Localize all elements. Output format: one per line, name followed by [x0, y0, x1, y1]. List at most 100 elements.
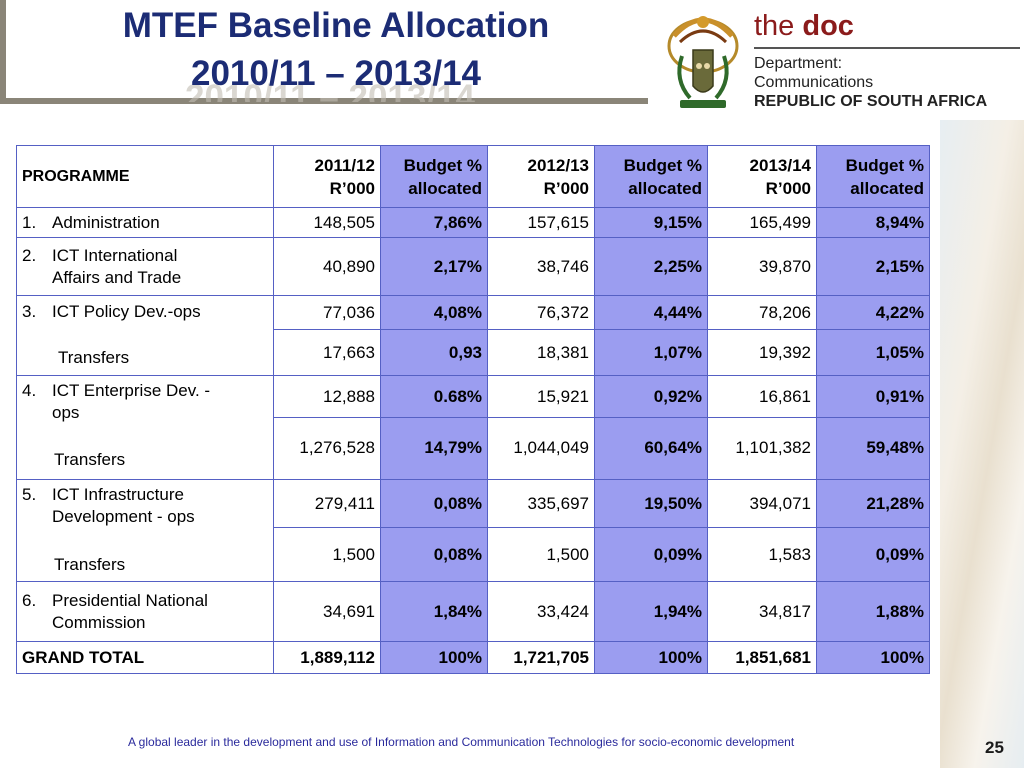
table-row: 1. Administration 148,505 7,86% 157,615 9…	[16, 207, 930, 238]
value-cell: 34,817	[707, 581, 817, 642]
pct-cell: 0,92%	[594, 375, 708, 418]
department-label: Department:	[754, 55, 843, 72]
header-unit-label: R’000	[329, 178, 375, 198]
value-cell: 335,697	[487, 479, 595, 528]
programme-number: 4.	[22, 381, 37, 400]
programme-label-line2: Commission	[52, 612, 146, 632]
header-year-label: 2011/12	[314, 155, 375, 175]
header-pct-sub: allocated	[628, 178, 702, 198]
slide-subtitle: 2010/11 – 2013/14	[190, 54, 481, 93]
transfers-label: Transfers	[54, 450, 126, 469]
pct-cell: 0,08%	[380, 479, 488, 528]
pct-cell: 9,15%	[594, 207, 708, 238]
value-cell: 39,870	[707, 237, 817, 296]
pct-cell: 0.68%	[380, 375, 488, 418]
header-unit-label: R’000	[765, 178, 811, 198]
department-name: Communications	[754, 74, 874, 91]
value-cell: 148,505	[273, 207, 381, 238]
transfer-value-cell: 1,044,049	[487, 417, 595, 480]
total-value-cell: 1,721,705	[487, 641, 595, 674]
programme-label-line2: Development - ops	[52, 507, 195, 526]
programme-label-line1: ICT Infrastructure	[52, 485, 184, 504]
programme-label: ICT Policy Dev.-ops	[52, 302, 201, 321]
value-cell: 12,888	[273, 375, 381, 418]
total-pct-cell: 100%	[380, 641, 488, 674]
transfers-label: Transfers	[54, 555, 126, 574]
total-value-cell: 1,851,681	[707, 641, 817, 674]
value-cell: 33,424	[487, 581, 595, 642]
transfer-value-cell: 1,500	[487, 527, 595, 582]
page-number: 25	[985, 738, 1004, 757]
pct-cell: 1,84%	[380, 581, 488, 642]
programme-cell: 1. Administration	[16, 207, 274, 238]
pct-cell: 19,50%	[594, 479, 708, 528]
header-pct-label: Budget %	[403, 155, 482, 175]
pct-cell: 2,15%	[816, 237, 930, 296]
transfer-value-cell: 19,392	[707, 329, 817, 376]
header-pct-label: Budget %	[845, 155, 924, 175]
transfer-value-cell: 1,500	[273, 527, 381, 582]
header-2013-14: 2013/14 R’000	[707, 145, 817, 208]
transfer-pct-cell: 60,64%	[594, 417, 708, 480]
header-pct-sub: allocated	[850, 178, 924, 198]
header-2012-13: 2012/13 R’000	[487, 145, 595, 208]
pct-cell: 0,91%	[816, 375, 930, 418]
programme-label: ICT International Affairs and Trade	[52, 245, 268, 289]
doc-logo-doc: doc	[802, 10, 854, 42]
transfer-pct-cell: 0,09%	[594, 527, 708, 582]
value-cell: 40,890	[273, 237, 381, 296]
pct-cell: 7,86%	[380, 207, 488, 238]
transfer-pct-cell: 59,48%	[816, 417, 930, 480]
header-year-label: 2013/14	[749, 155, 811, 175]
pct-cell: 1,88%	[816, 581, 930, 642]
table-header-row: PROGRAMME 2011/12 R’000 Budget % allocated…	[16, 145, 930, 208]
programme-cell: 4. ICT Enterprise Dev. - ops Transfers	[16, 375, 274, 480]
doc-logo: the doc	[754, 10, 854, 42]
pct-cell: 4,08%	[380, 295, 488, 330]
programme-number: 1.	[22, 212, 37, 232]
transfer-value-cell: 18,381	[487, 329, 595, 376]
programme-number: 6.	[22, 590, 37, 610]
brand-divider	[754, 47, 1020, 49]
transfer-pct-cell: 0,08%	[380, 527, 488, 582]
total-pct-cell: 100%	[816, 641, 930, 674]
pct-cell: 2,25%	[594, 237, 708, 296]
programme-cell: 5. ICT Infrastructure Development - ops Tr…	[16, 479, 274, 582]
programme-cell: 2. ICT International Affairs and Trade	[16, 237, 274, 296]
value-cell: 16,861	[707, 375, 817, 418]
pct-cell: 4,22%	[816, 295, 930, 330]
programme-cell: 6. Presidential National Commission	[16, 581, 274, 642]
programme-number: 2.	[22, 245, 37, 265]
header-unit-label: R’000	[543, 178, 589, 198]
value-cell: 165,499	[707, 207, 817, 238]
total-value-cell: 1,889,112	[273, 641, 381, 674]
pct-cell: 2,17%	[380, 237, 488, 296]
pct-cell: 8,94%	[816, 207, 930, 238]
budget-table: PROGRAMME 2011/12 R’000 Budget % allocated…	[16, 145, 930, 674]
programme-label-line2: Affairs and Trade	[52, 267, 182, 287]
value-cell: 394,071	[707, 479, 817, 528]
header-year-label: 2012/13	[527, 155, 589, 175]
programme-label: Administration	[52, 212, 160, 232]
value-cell: 157,615	[487, 207, 595, 238]
programme-number: 5.	[22, 485, 37, 504]
table-row: 4. ICT Enterprise Dev. - ops Transfers 12,…	[16, 375, 930, 480]
programme-label-line1: ICT Enterprise Dev. -	[52, 381, 211, 400]
transfer-pct-cell: 0,09%	[816, 527, 930, 582]
table-row: 1,500 0,08% 1,500 0,09% 1,583 0,09%	[17, 527, 930, 582]
programme-label: ICT Enterprise Dev. - ops	[52, 380, 268, 424]
value-cell: 34,691	[273, 581, 381, 642]
doc-logo-the: the	[754, 10, 803, 42]
footer-tagline: A global leader in the development and u…	[128, 735, 795, 749]
transfer-pct-cell: 1,07%	[594, 329, 708, 376]
country-name: REPUBLIC OF SOUTH AFRICA	[754, 93, 988, 110]
programme-label-line2: ops	[52, 403, 80, 422]
value-cell: 38,746	[487, 237, 595, 296]
value-cell: 279,411	[273, 479, 381, 528]
header-pct-label: Budget %	[623, 155, 702, 175]
title-shadow: 2010/11 – 2013/14	[184, 78, 475, 102]
pct-cell: 1,94%	[594, 581, 708, 642]
table-row: 3. ICT Policy Dev.-ops Transfers 77,036 4…	[16, 295, 930, 376]
programme-label-line1: Presidential National	[52, 590, 208, 610]
programme-cell: 3. ICT Policy Dev.-ops Transfers	[16, 295, 274, 376]
